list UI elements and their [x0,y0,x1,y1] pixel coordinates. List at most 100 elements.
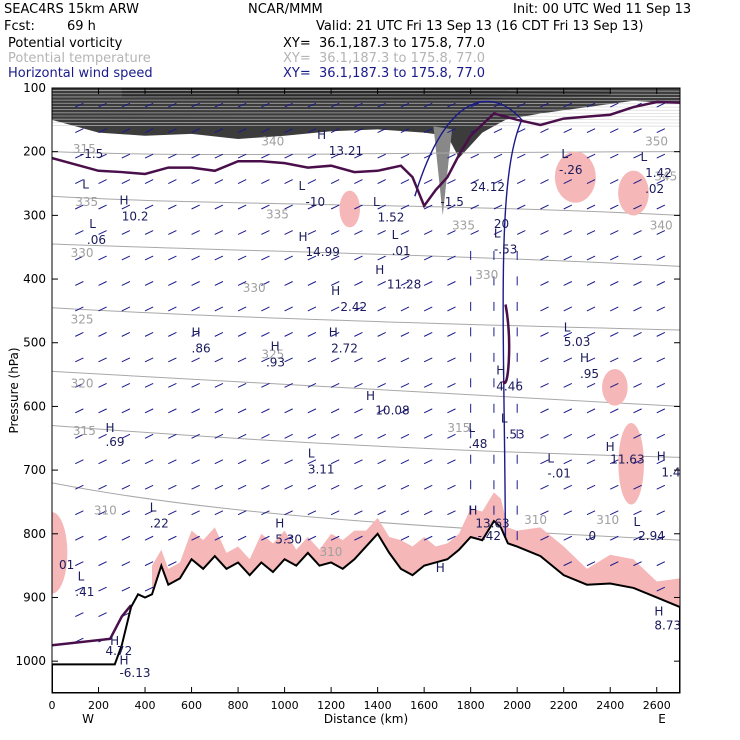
wind-vector [586,102,596,108]
wind-vector [586,332,596,337]
wind-vector [168,484,177,490]
wind-vector [284,535,293,541]
wind-vector [237,459,247,465]
wind-vector [261,357,270,363]
pv-extremum-label: .53 [506,427,525,441]
wind-vector [330,459,340,465]
pv-extremum-label: H [375,263,384,277]
wind-vector [400,433,410,439]
legend-theta-xy: XY= 36.1,187.3 to 175.8, 77.0 [283,51,486,66]
wind-vector [330,306,340,312]
wind-vector [237,332,247,337]
pv-extremum-label: 13.21 [329,144,363,158]
wind-vector [633,332,642,337]
pv-extremum-label: H [657,450,666,464]
wind-vector [75,102,84,108]
wind-vector [284,230,293,235]
wind-vector [354,332,363,337]
wind-vector [330,281,340,286]
wind-vector [540,433,549,439]
wind-vector [447,102,456,108]
wind-vector [168,102,177,108]
wind-vector [284,306,293,312]
x-tick-label: 200 [88,699,109,712]
theta-contour-label: 310 [596,513,619,527]
wind-vector [168,204,177,210]
wind-vector [75,332,84,337]
wind-vector [261,179,270,184]
wind-vector [168,459,177,465]
wind-vector [400,408,410,414]
wind-vector [377,230,386,235]
wind-vector [75,179,84,184]
wind-vector [75,382,84,388]
wind-vector [610,128,619,134]
wind-vector [75,230,84,235]
legend-pv-name: Potential vorticity [8,36,123,51]
wind-vector [377,484,386,490]
x-tick-label: 2400 [596,699,624,712]
wind-vector [237,102,247,108]
wind-vector [330,484,340,490]
pv-contour-tower [502,304,511,385]
wind-vector [610,433,619,439]
wind-vector [656,586,666,592]
pv-extremum-label: 20 [494,217,509,231]
wind-vector [610,510,619,516]
wind-vector [610,459,619,465]
wind-vector [330,510,340,516]
wind-vector [377,179,386,184]
wind-vector [447,433,456,439]
wind-vector [656,230,666,235]
pv-extremum-label: 4.46 [496,380,523,394]
wind-vector [191,128,200,134]
wind-vector [168,230,177,235]
y-axis-label: Pressure (hPa) [7,347,21,433]
wind-vector [447,484,456,490]
x-axis-label: Distance (km) [324,712,408,726]
wind-vector [633,510,642,516]
wind-vector [144,281,154,286]
pv-extremum-label: H [468,504,477,518]
pv-extremum-label: -.42 [478,529,501,543]
wind-vector [144,102,154,108]
pv-extremum-label: L [547,451,554,465]
theta-contour-label: 325 [261,348,284,362]
wind-vector [237,179,247,184]
wind-vector [121,230,131,235]
plot-layer: 315 335 330 325 320 315 310 340 335 330 325 315 310 3… [52,88,680,693]
wind-vector [400,255,410,261]
theta-contour-label: 345 [654,169,677,183]
pv-extremum-label: L [494,227,501,241]
wind-vector [98,433,107,439]
pv-extremum-label: L [633,515,640,529]
wind-vector [447,281,456,286]
pv-extremum-label: .69 [105,435,124,449]
wind-vector [214,204,224,210]
pv-extremum-label: 5.03 [564,335,591,349]
wind-vector [470,230,479,235]
wind-vector [563,510,573,516]
wind-vector [540,408,549,414]
wind-vector [493,230,503,235]
wind-vector [354,128,363,134]
wind-vector [423,433,433,439]
wind-vector [121,332,131,337]
model-title: SEAC4RS 15km ARW [4,2,140,17]
wind-vector [75,204,84,210]
wind-vector [330,357,340,363]
pv-extremum-label: 1.42 [645,166,672,180]
pv-extremum-label: 11.63 [610,453,644,467]
wind-vector [354,433,363,439]
wind-vector [377,332,386,337]
pv-extremum-label: 2.94 [638,529,665,543]
wind-vector [307,204,317,210]
wind-vector [540,484,549,490]
wind-vector [563,102,573,108]
wind-vector [540,179,549,184]
pv-extremum-label: L [150,501,157,515]
wind-vector [144,459,154,465]
wind-vector [516,204,526,210]
wind-vector [377,306,386,312]
